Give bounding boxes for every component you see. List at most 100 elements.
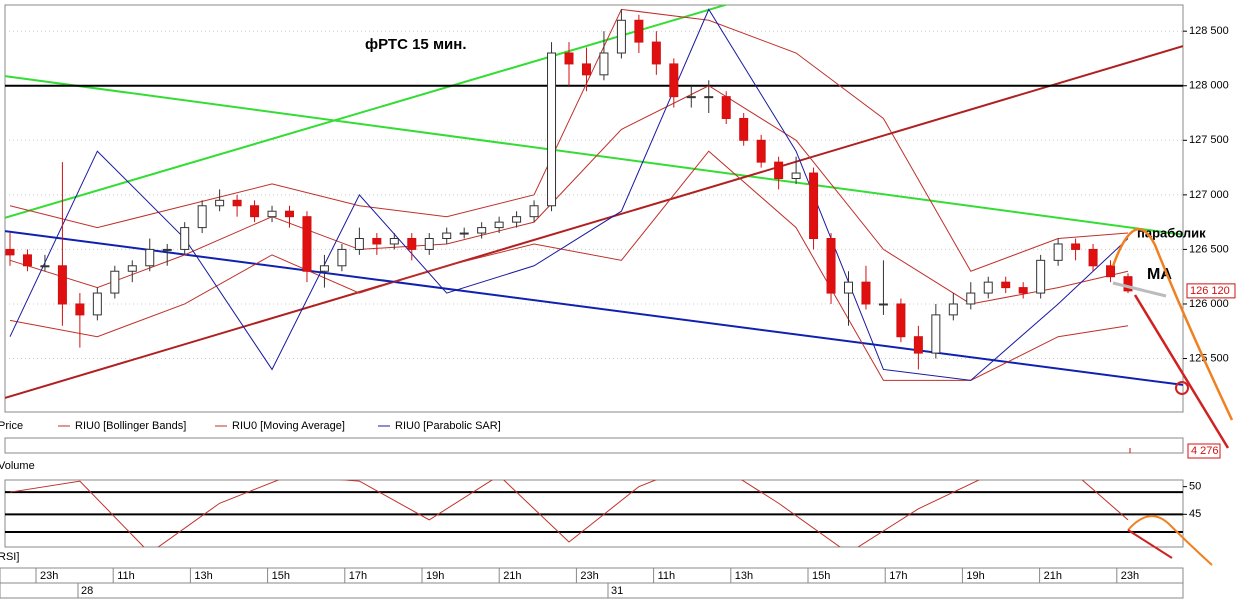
candle-body [494, 221, 504, 229]
sar-arrow [1111, 227, 1234, 421]
candle-body [878, 303, 888, 306]
date-label: 31 [611, 585, 623, 597]
candle-body [459, 232, 469, 235]
candle-body [547, 52, 557, 207]
candle-body [5, 248, 15, 256]
candle-body [844, 281, 853, 294]
candle-body [651, 41, 661, 65]
candle-body [372, 238, 382, 245]
candle-body [127, 265, 137, 272]
candle-body [564, 52, 574, 65]
volume-box [1187, 443, 1221, 459]
candle-body [774, 161, 784, 179]
candle-body [1018, 287, 1028, 294]
x-tick-label: 13h [194, 570, 212, 582]
annotation: параболик [1137, 225, 1206, 240]
candle-body [267, 210, 277, 218]
x-tick-label: 23h [40, 570, 58, 582]
candle-body [1036, 259, 1046, 294]
x-tick-label: 17h [349, 570, 367, 582]
candle-body [616, 19, 626, 54]
last-price-label: 126 120 [1190, 285, 1230, 297]
y-tick-label: 128 500 [1189, 25, 1229, 37]
candle-body [215, 199, 225, 207]
candle-body [232, 199, 242, 207]
x-tick-label: 23h [580, 570, 598, 582]
legend-label: RIU0 [Parabolic SAR] [395, 420, 501, 432]
y-tick-label: 127 500 [1189, 134, 1229, 146]
x-tick-label: 15h [812, 570, 830, 582]
price-panel [4, 4, 1184, 413]
x-tick-label: 21h [503, 570, 521, 582]
candle-body [529, 205, 539, 218]
date-label: 28 [81, 585, 93, 597]
candle-body [739, 117, 749, 141]
legend-label: RIU0 [Moving Average] [232, 420, 345, 432]
candle-body [861, 281, 871, 305]
x-tick-label: 21h [1044, 570, 1062, 582]
candle-body [75, 303, 85, 316]
candle-body [145, 248, 155, 267]
candle-body [92, 292, 102, 316]
x-tick-label: 19h [426, 570, 444, 582]
candle-body [686, 96, 696, 99]
ma-arrow [1112, 281, 1167, 298]
candle-body [1071, 243, 1081, 250]
price-plot [5, 5, 1183, 399]
candle-body [477, 227, 487, 234]
candle-body [809, 172, 819, 240]
candle-body [162, 248, 172, 251]
trendline [5, 5, 729, 219]
candle-body [826, 238, 836, 294]
candle-body [302, 216, 312, 272]
bollinger-upper [9, 8, 1129, 272]
candle-body [197, 205, 207, 229]
x-tick-label: 13h [735, 570, 753, 582]
candle-body [634, 19, 644, 43]
rsi-arrow [1127, 515, 1213, 566]
legend-label: Price [0, 420, 23, 432]
x-tick-label: 17h [889, 570, 907, 582]
x-tick-label: 11h [658, 570, 676, 582]
candle-body [1123, 276, 1133, 292]
rsi-plot [5, 480, 1183, 547]
candle-body [913, 336, 923, 354]
y-tick-label: 125 500 [1189, 352, 1229, 364]
rsi-line [9, 480, 1129, 547]
candle-body [110, 270, 120, 294]
volume-panel [4, 437, 1184, 454]
candle-body [285, 210, 294, 218]
candle-body [721, 96, 731, 119]
candle-body [180, 227, 190, 250]
trendline [5, 75, 1183, 236]
candle-body [983, 281, 993, 294]
candle-body [896, 303, 906, 338]
y-tick-label: 128 000 [1189, 80, 1229, 92]
candle-body [1001, 281, 1011, 289]
volume-label: 4 276 [1191, 445, 1219, 457]
last-price-box [1186, 283, 1236, 299]
y-tick-label: 126 000 [1189, 298, 1229, 310]
candle-body [337, 248, 347, 267]
candle-body [1088, 248, 1098, 267]
candle-body [1106, 265, 1116, 278]
candle-body [966, 292, 976, 305]
candle-body [57, 265, 67, 305]
x-tick-label: 15h [272, 570, 290, 582]
parabolic-sar [9, 8, 1129, 381]
panel-label: RSI] [0, 551, 19, 563]
y-tick-label: 126 500 [1189, 243, 1229, 255]
y-tick-label: 45 [1189, 508, 1201, 520]
candle-body [669, 63, 679, 98]
trendline [5, 45, 1183, 399]
chart-title: фРТС 15 мин. [365, 36, 467, 53]
moving-average [9, 85, 1129, 305]
down-arrow [1133, 294, 1230, 449]
candle-body [756, 139, 766, 163]
candle-body [931, 314, 941, 354]
target-circle [1175, 381, 1189, 395]
panel-label: Volume [0, 460, 35, 472]
candle-body [354, 238, 364, 250]
candle-body [442, 232, 452, 240]
